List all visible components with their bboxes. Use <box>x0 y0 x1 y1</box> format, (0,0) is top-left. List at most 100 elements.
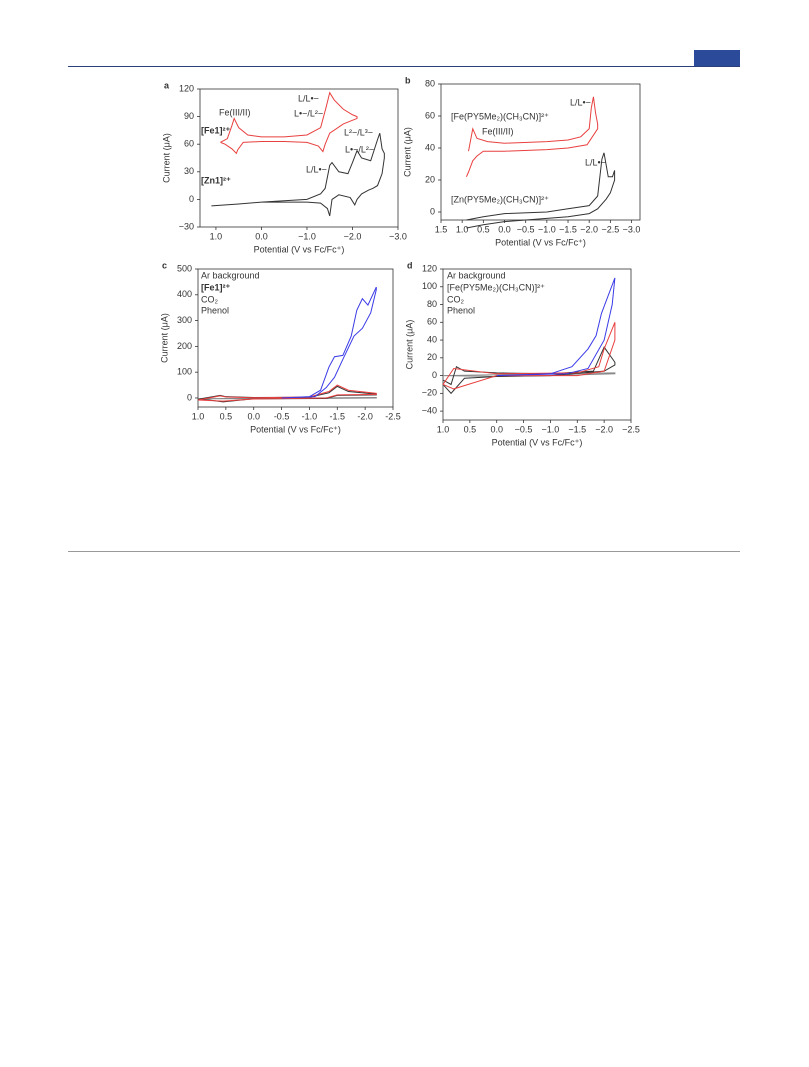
series-label: Phenol <box>201 305 229 315</box>
y-axis-label: Current (μA) <box>404 320 414 370</box>
y-tick-label: 20 <box>427 352 437 362</box>
x-tick-label: −1.0 <box>538 224 556 234</box>
x-tick-label: −2.5 <box>622 424 640 434</box>
x-tick-label: 0.0 <box>498 224 511 234</box>
annotation: L•−/L²− <box>294 108 323 118</box>
x-tick-label: 1.0 <box>456 224 469 234</box>
x-tick-label: 1.0 <box>437 424 450 434</box>
plot-frame <box>442 268 632 421</box>
y-tick-label: 40 <box>425 142 435 152</box>
y-tick-label: 60 <box>425 110 435 120</box>
series-label: [Zn(PY5Me₂)(CH₃CN)]²⁺ <box>451 194 549 204</box>
series-label: Ar background <box>447 270 506 280</box>
cv-curve <box>211 132 385 217</box>
y-tick-label: −20 <box>422 388 437 398</box>
annotation: L/L•− <box>570 97 591 107</box>
y-tick-label: 200 <box>177 341 192 351</box>
series-label: [Fe(PY5Me₂)(CH₃CN)]²⁺ <box>451 111 549 121</box>
x-tick-label: 0.0 <box>490 424 503 434</box>
annotation: L/L•− <box>298 93 319 103</box>
x-tick-label: −2.0 <box>580 224 598 234</box>
series-label: CO₂ <box>201 294 219 304</box>
x-axis-label: Potential (V vs Fc/Fc⁺) <box>495 237 586 247</box>
series-label: [Zn1]²⁺ <box>201 175 231 185</box>
x-axis-label: Potential (V vs Fc/Fc⁺) <box>492 437 583 447</box>
x-tick-label: −3.0 <box>623 224 641 234</box>
series-label: Ar background <box>201 270 260 280</box>
x-tick-label: −1.0 <box>298 231 316 241</box>
y-tick-label: 80 <box>427 299 437 309</box>
x-tick-label: 0.0 <box>255 231 268 241</box>
x-tick-label: −0.5 <box>517 224 535 234</box>
cv-curve <box>197 385 377 403</box>
cv-curve <box>496 277 616 377</box>
x-axis-label: Potential (V vs Fc/Fc⁺) <box>254 244 345 254</box>
panel-letter: c <box>162 260 167 270</box>
x-tick-label: −2.0 <box>595 424 613 434</box>
x-tick-label: 0.5 <box>477 224 490 234</box>
figure: 1.0 0.0 −1.0 −2.0 −3.0 −30 0 30 60 90 120 Potential… <box>159 75 640 447</box>
y-tick-label: 0 <box>189 194 194 204</box>
y-tick-label: 120 <box>422 263 437 273</box>
cv-curve <box>442 322 616 390</box>
series-label: CO₂ <box>447 294 465 304</box>
x-tick-label: 0.5 <box>220 411 233 421</box>
annotation: L²−/L³− <box>344 127 373 137</box>
annotation: Fe(III/II) <box>482 126 514 136</box>
cv-curve <box>281 286 377 399</box>
y-tick-label: 60 <box>184 139 194 149</box>
x-tick-label: -0.5 <box>274 411 290 421</box>
y-tick-label: 500 <box>177 263 192 273</box>
y-tick-label: 30 <box>184 166 194 176</box>
series-label: [Fe(PY5Me₂)(CH₃CN)]²⁺ <box>447 282 545 292</box>
series-label: [Fe1]²⁺ <box>201 125 230 135</box>
y-tick-label: 400 <box>177 289 192 299</box>
panel-letter: a <box>164 80 170 90</box>
plot-frame <box>197 268 394 408</box>
x-tick-label: −3.0 <box>389 231 407 241</box>
y-tick-label: 100 <box>177 367 192 377</box>
cv-curve <box>197 384 377 402</box>
annotation: L/L•− <box>306 164 327 174</box>
y-tick-label: 120 <box>179 83 194 93</box>
plot-frame <box>199 88 399 228</box>
header-tab <box>694 50 740 66</box>
annotation: L/L•− <box>585 157 606 167</box>
y-axis-label: Current (μA) <box>161 133 171 183</box>
series-label: [Fe1]²⁺ <box>201 282 230 292</box>
x-tick-label: 0.0 <box>247 411 260 421</box>
x-tick-label: −1.5 <box>559 224 577 234</box>
cv-curve <box>465 96 599 178</box>
x-tick-label: −0.5 <box>515 424 533 434</box>
x-tick-label: -2.0 <box>357 411 373 421</box>
cv-curve <box>220 91 358 155</box>
y-tick-label: −40 <box>422 405 437 415</box>
x-tick-label: −2.5 <box>601 224 619 234</box>
panel-letter: d <box>407 260 413 270</box>
y-tick-label: 90 <box>184 111 194 121</box>
cv-curve <box>466 152 616 229</box>
x-axis-label: Potential (V vs Fc/Fc⁺) <box>250 424 341 434</box>
y-tick-label: 0 <box>432 370 437 380</box>
annotation: Fe(III/II) <box>219 107 251 117</box>
series-label: Phenol <box>447 305 475 315</box>
panel-letter: b <box>405 75 411 85</box>
y-axis-label: Current (μA) <box>402 127 412 177</box>
y-tick-label: 0 <box>187 392 192 402</box>
x-tick-label: 1.5 <box>435 224 448 234</box>
x-tick-label: -1.5 <box>330 411 346 421</box>
annotation: L•−/L²− <box>345 144 374 154</box>
x-tick-label: 1.0 <box>192 411 205 421</box>
x-tick-label: −1.5 <box>568 424 586 434</box>
x-tick-label: -2.5 <box>385 411 401 421</box>
y-tick-label: 40 <box>427 334 437 344</box>
y-tick-label: 60 <box>427 317 437 327</box>
x-tick-label: 0.5 <box>464 424 477 434</box>
plot-frame <box>440 83 641 221</box>
x-tick-label: 1.0 <box>210 231 223 241</box>
y-tick-label: 100 <box>422 281 437 291</box>
y-tick-label: 300 <box>177 315 192 325</box>
y-tick-label: 80 <box>425 78 435 88</box>
y-axis-label: Current (μA) <box>159 313 169 363</box>
